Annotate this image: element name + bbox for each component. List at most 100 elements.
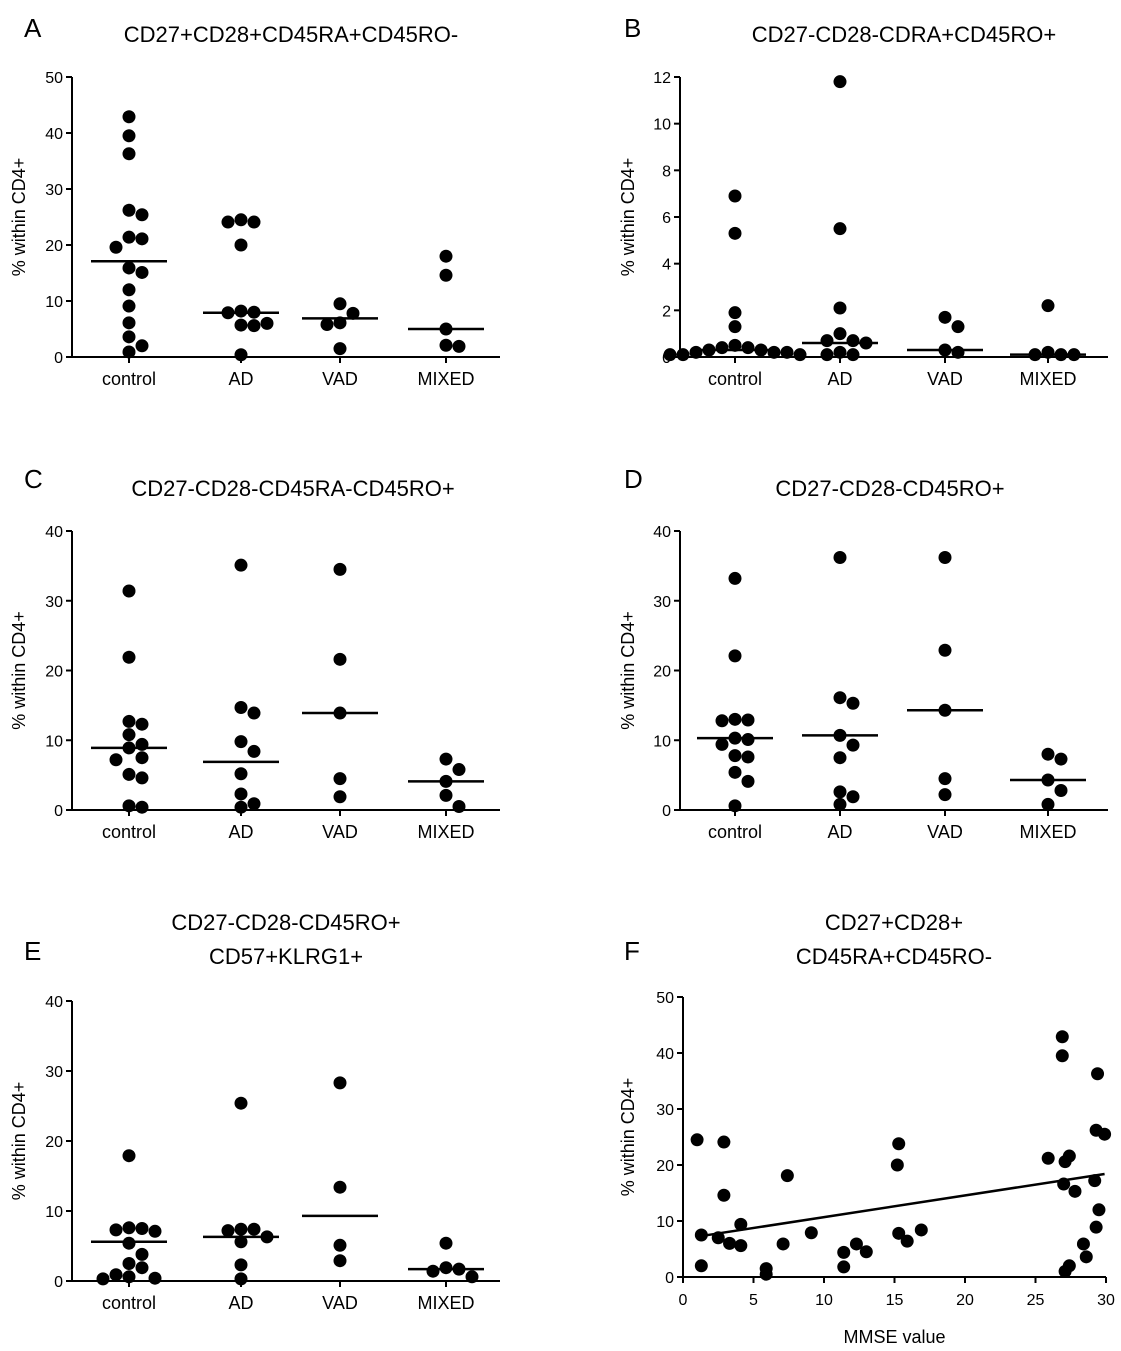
data-point	[148, 1224, 162, 1238]
category-label: VAD	[927, 369, 963, 389]
y-tick-label: 40	[45, 994, 63, 1011]
data-point	[1062, 1259, 1076, 1273]
y-axis-label: % within CD4+	[9, 158, 29, 277]
y-axis-label: % within CD4+	[618, 158, 638, 277]
x-tick-label: 15	[886, 1292, 904, 1309]
data-point	[741, 750, 755, 764]
data-point	[694, 1228, 708, 1242]
data-point	[717, 1188, 731, 1202]
panel-letter: D	[624, 464, 643, 494]
data-point	[776, 1237, 790, 1251]
data-point	[951, 320, 965, 334]
data-point	[122, 147, 136, 161]
data-point	[734, 1217, 748, 1231]
data-point	[938, 788, 952, 802]
y-tick-label: 30	[45, 1064, 63, 1081]
y-tick-label: 0	[665, 1270, 674, 1287]
data-point	[938, 772, 952, 786]
data-point	[247, 744, 261, 758]
y-tick-label: 30	[45, 182, 63, 199]
data-point	[122, 129, 136, 143]
y-tick-label: 0	[662, 803, 671, 820]
data-point	[728, 649, 742, 663]
y-tick-label: 10	[45, 294, 63, 311]
data-point	[122, 1270, 136, 1284]
data-point	[439, 249, 453, 263]
data-point	[234, 735, 248, 749]
data-point	[122, 330, 136, 344]
data-point	[820, 348, 834, 362]
x-tick-label: 30	[1097, 1292, 1115, 1309]
y-tick-label: 10	[45, 733, 63, 750]
data-point	[1068, 1184, 1082, 1198]
data-point	[938, 643, 952, 657]
data-point	[846, 738, 860, 752]
data-point	[1054, 783, 1068, 797]
data-point	[452, 763, 466, 777]
y-tick-label: 12	[653, 70, 671, 87]
data-point	[333, 772, 347, 786]
category-label: VAD	[927, 822, 963, 842]
data-point	[859, 1245, 873, 1259]
y-tick-label: 20	[45, 238, 63, 255]
data-point	[109, 753, 123, 767]
panel-title: CD27-CD28-CD45RO+	[171, 910, 400, 935]
data-point	[333, 342, 347, 356]
data-point	[892, 1226, 906, 1240]
category-label: MIXED	[417, 1293, 474, 1313]
data-point	[333, 1254, 347, 1268]
data-point	[234, 787, 248, 801]
data-point	[234, 1272, 248, 1286]
data-point	[1098, 1127, 1112, 1141]
data-point	[1091, 1067, 1105, 1081]
data-point	[833, 75, 847, 89]
data-point	[1041, 747, 1055, 761]
data-point	[122, 1221, 136, 1235]
data-point	[1055, 1049, 1069, 1063]
y-tick-label: 10	[653, 733, 671, 750]
data-point	[938, 310, 952, 324]
panel-e: E CD27-CD28-CD45RO+ CD57+KLRG1+ 0 10 20 30 40 % …	[9, 910, 500, 1313]
data-point	[333, 1180, 347, 1194]
y-tick-label: 20	[45, 664, 63, 681]
data-point	[728, 712, 742, 726]
x-tick-label: 5	[749, 1292, 758, 1309]
data-point	[122, 261, 136, 275]
data-point	[741, 713, 755, 727]
y-axis-label: % within CD4+	[618, 611, 638, 730]
y-tick-label: 50	[656, 990, 674, 1007]
y-tick-label: 8	[662, 163, 671, 180]
data-point	[833, 691, 847, 705]
data-point	[247, 319, 261, 333]
category-label: control	[708, 369, 762, 389]
data-point	[663, 348, 677, 362]
category-label: MIXED	[1019, 822, 1076, 842]
category-label: AD	[228, 369, 253, 389]
y-tick-label: 10	[45, 1204, 63, 1221]
data-point	[728, 320, 742, 334]
data-point	[135, 232, 149, 246]
data-point	[728, 799, 742, 813]
data-point	[780, 1169, 794, 1183]
data-point	[1041, 1151, 1055, 1165]
data-point	[135, 1222, 149, 1235]
y-axis-label: % within CD4+	[9, 611, 29, 730]
category-label: control	[708, 822, 762, 842]
data-point	[247, 215, 261, 229]
y-tick-label: 6	[662, 210, 671, 227]
y-tick-label: 30	[653, 594, 671, 611]
data-point	[837, 1260, 851, 1274]
data-point	[715, 341, 729, 355]
panel-a: A CD27+CD28+CD45RA+CD45RO- 0 10 20 30 40 50 % wi…	[9, 13, 500, 389]
data-point	[439, 338, 453, 352]
data-point	[846, 696, 860, 710]
data-point	[148, 1271, 162, 1285]
data-point	[676, 348, 690, 362]
data-point	[465, 1270, 479, 1284]
data-point	[439, 788, 453, 802]
category-label: MIXED	[417, 369, 474, 389]
data-point	[122, 110, 136, 124]
y-tick-label: 20	[653, 664, 671, 681]
data-point	[900, 1234, 914, 1248]
